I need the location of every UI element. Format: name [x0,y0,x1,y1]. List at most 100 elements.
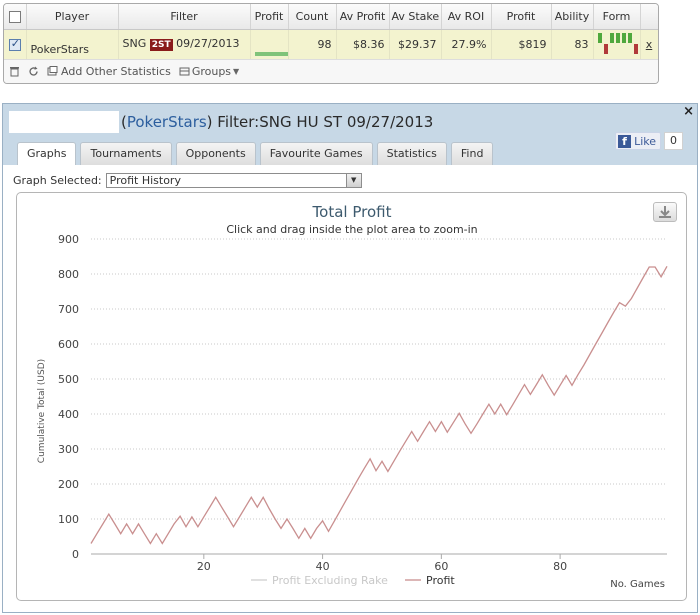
y-tick-label: 900 [58,233,79,246]
y-tick-label: 700 [58,303,79,316]
tab-statistics[interactable]: Statistics [376,142,447,165]
stats-panel: Player Filter Profit Count Av Profit Av … [3,3,659,84]
groups-icon [179,67,190,76]
col-header-profit[interactable]: Profit [491,4,552,30]
chart-container: Total Profit Click and drag inside the p… [16,192,687,601]
x-tick-label: 80 [553,560,567,573]
chart-title: Total Profit [312,203,392,221]
tab-bar: Graphs Tournaments Opponents Favourite G… [17,142,494,167]
col-header-blank [640,4,658,30]
col-header-av-profit[interactable]: Av Profit [336,4,390,30]
graph-select-value: Profit History [109,174,181,187]
select-all-header[interactable] [4,4,27,30]
y-tick-label: 0 [72,548,79,561]
graph-select-dropdown[interactable]: Profit History ▼ [105,173,362,188]
stats-toolbar: Add Other Statistics Groups ▼ [4,59,658,83]
x-tick-label: 40 [316,560,330,573]
col-header-form[interactable]: Form [593,4,641,30]
form-bar [603,44,608,55]
table-header-row: Player Filter Profit Count Av Profit Av … [4,4,658,30]
tab-opponents[interactable]: Opponents [175,142,256,165]
facebook-like-widget: f Like 0 [615,132,683,150]
tab-favourite-games[interactable]: Favourite Games [259,142,373,165]
window-title-site: PokerStars [126,113,207,131]
x-tick-label: 60 [434,560,448,573]
filter-date: 09/27/2013 [176,37,240,51]
remove-row-button[interactable]: x [640,29,658,59]
col-header-av-stake[interactable]: Av Stake [389,4,442,30]
y-axis-label: Cumulative Total (USD) [37,359,47,463]
groups-dropdown[interactable]: Groups ▼ [179,65,239,78]
form-bar [633,44,638,55]
col-header-player[interactable]: Player [26,4,119,30]
stats-table: Player Filter Profit Count Av Profit Av … [4,4,658,59]
graph-selected-label: Graph Selected: [13,174,102,187]
groups-label: Groups [191,65,232,78]
facebook-like-button[interactable]: f Like [615,132,661,150]
chart-grid [91,238,667,555]
col-header-ability[interactable]: Ability [551,4,594,30]
download-chart-button[interactable] [653,202,677,222]
player-cell: PokerStars [26,29,119,59]
x-tick-label: 20 [197,560,211,573]
add-stats-icon [47,66,58,76]
x-axis-ticks: 20 40 60 80 [197,554,567,573]
profit-sparkline [254,52,287,56]
av-roi-cell: 27.9% [441,29,492,59]
col-header-filter[interactable]: Filter [118,4,251,30]
add-other-statistics-label: Add Other Statistics [61,65,171,78]
filter-cell: SNG 2ST 09/27/2013 [118,29,251,59]
download-icon [659,206,671,218]
refresh-icon[interactable] [28,66,39,77]
y-tick-label: 500 [58,373,79,386]
graph-selector: Graph Selected: Profit History ▼ [13,173,362,188]
table-row[interactable]: PokerStars SNG 2ST 09/27/2013 98 $8.36 $… [4,29,658,59]
y-tick-label: 300 [58,443,79,456]
form-bar [609,33,614,44]
form-bar [627,33,632,44]
select-all-checkbox[interactable] [8,10,21,23]
y-tick-label: 800 [58,268,79,281]
player-window: (PokerStars) Filter:SNG HU ST 09/27/2013… [2,103,698,613]
tab-graphs[interactable]: Graphs [17,142,77,167]
chevron-down-icon: ▼ [233,67,240,76]
tab-find[interactable]: Find [450,142,494,165]
add-other-statistics-button[interactable]: Add Other Statistics [47,65,171,78]
close-icon[interactable]: × [683,104,694,119]
legend-label-rake: Profit Excluding Rake [272,574,388,587]
chevron-down-icon[interactable]: ▼ [345,174,361,187]
window-title: (PokerStars) Filter:SNG HU ST 09/27/2013 [9,110,433,134]
facebook-icon: f [618,134,632,148]
av-profit-cell: $8.36 [336,29,390,59]
form-bar [597,33,602,44]
filter-prefix: SNG [122,37,147,51]
ability-cell: 83 [551,29,594,59]
y-tick-label: 100 [58,513,79,526]
col-header-count[interactable]: Count [288,4,337,30]
profit-chart[interactable]: Total Profit Click and drag inside the p… [17,193,688,602]
col-header-profit-graph[interactable]: Profit [250,4,289,30]
window-title-filter: Filter:SNG HU ST 09/27/2013 [217,113,434,131]
form-cell [593,29,641,59]
y-axis-ticks: 0 100 200 300 400 500 600 700 800 900 [58,233,79,561]
filter-badge: 2ST [149,39,173,52]
form-bars [597,33,640,55]
legend-label-profit: Profit [426,574,455,587]
chart-subtitle: Click and drag inside the plot area to z… [226,223,477,236]
chart-legend: Profit Excluding Rake Profit [251,574,455,587]
series-line-profit [90,265,668,545]
profit-sparkline-cell [250,29,289,59]
x-axis-label: No. Games [610,579,665,590]
y-tick-label: 200 [58,478,79,491]
profit-cell: $819 [491,29,552,59]
form-bar [615,33,620,44]
col-header-av-roi[interactable]: Av ROI [441,4,492,30]
facebook-like-count: 0 [664,132,683,150]
trash-icon[interactable] [9,66,20,77]
tab-tournaments[interactable]: Tournaments [80,142,172,165]
count-cell: 98 [288,29,337,59]
row-checkbox[interactable] [8,37,21,51]
av-stake-cell: $29.37 [389,29,442,59]
player-name-box [9,111,119,133]
chart-series [90,265,668,545]
